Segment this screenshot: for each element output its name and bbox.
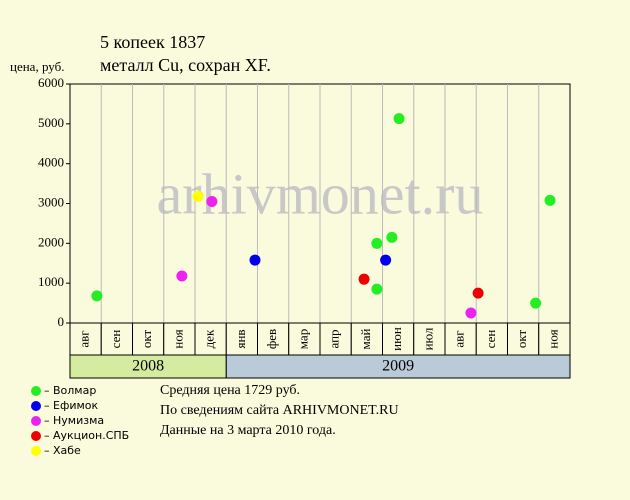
x-tick-label: июн — [389, 327, 404, 351]
x-tick-label: ноя — [170, 329, 185, 348]
y-tick-label: 6000 — [38, 75, 64, 90]
chart-subtitle: металл Cu, сохран XF. — [100, 55, 271, 75]
point — [465, 307, 477, 319]
y-tick-label: 0 — [58, 314, 65, 329]
y-axis-label: цена, руб. — [10, 59, 64, 74]
legend-label: – Ефимок — [44, 399, 99, 412]
x-tick-label: июл — [420, 327, 435, 350]
note: Данные на 3 марта 2010 года. — [160, 423, 336, 438]
month-cell — [194, 322, 227, 356]
month-cell — [225, 322, 258, 356]
y-tick-label: 4000 — [38, 155, 64, 170]
y-tick-label: 1000 — [38, 274, 64, 289]
y-tick-label: 2000 — [38, 234, 64, 249]
point — [358, 273, 370, 285]
month-cell — [538, 322, 571, 356]
month-cell — [100, 322, 133, 356]
point — [206, 196, 218, 208]
point — [371, 283, 383, 295]
legend-marker — [31, 416, 41, 426]
x-tick-label: апр — [327, 329, 342, 348]
point — [544, 194, 556, 206]
x-tick-label: янв — [233, 329, 248, 348]
note: По сведениям сайта ARHIVMONET.RU — [160, 403, 399, 418]
x-tick-label: дек — [202, 329, 217, 348]
y-tick-label: 5000 — [38, 115, 64, 130]
point — [386, 231, 398, 243]
x-tick-label: сен — [108, 330, 123, 349]
year-label: 2009 — [382, 358, 414, 375]
legend-marker — [31, 401, 41, 411]
month-cell — [69, 322, 102, 356]
point — [530, 297, 542, 309]
x-tick-label: ноя — [545, 329, 560, 348]
legend-label: – Хабе — [44, 444, 81, 457]
point — [472, 287, 484, 299]
month-cell — [444, 322, 477, 356]
legend-marker — [31, 446, 41, 456]
legend-label: – Нумизма — [44, 414, 104, 427]
x-tick-label: фев — [264, 329, 279, 349]
legend-label: – Волмар — [44, 384, 96, 397]
point — [393, 113, 405, 125]
legend-label: – Аукцион.СПБ — [44, 429, 129, 442]
x-tick-label: окт — [139, 330, 154, 349]
year-label: 2008 — [132, 358, 164, 375]
y-tick-label: 3000 — [38, 194, 64, 209]
x-tick-label: мар — [295, 329, 310, 349]
legend-marker — [31, 431, 41, 441]
x-tick-label: окт — [514, 330, 529, 349]
month-cell — [288, 322, 321, 356]
x-tick-label: сен — [483, 330, 498, 349]
point — [380, 254, 392, 266]
point — [371, 237, 383, 249]
month-cell — [163, 322, 196, 356]
x-tick-label: авг — [452, 330, 467, 347]
x-tick-label: май — [358, 329, 373, 350]
month-cell — [475, 322, 508, 356]
month-cell — [507, 322, 540, 356]
point — [91, 290, 103, 302]
point — [249, 254, 261, 266]
x-tick-label: авг — [77, 330, 92, 347]
year-cell — [225, 354, 571, 379]
point — [192, 190, 204, 202]
chart-title: 5 копеек 1837 — [100, 32, 205, 52]
note: Средняя цена 1729 руб. — [160, 383, 300, 398]
legend-marker — [31, 386, 41, 396]
point — [176, 270, 188, 282]
